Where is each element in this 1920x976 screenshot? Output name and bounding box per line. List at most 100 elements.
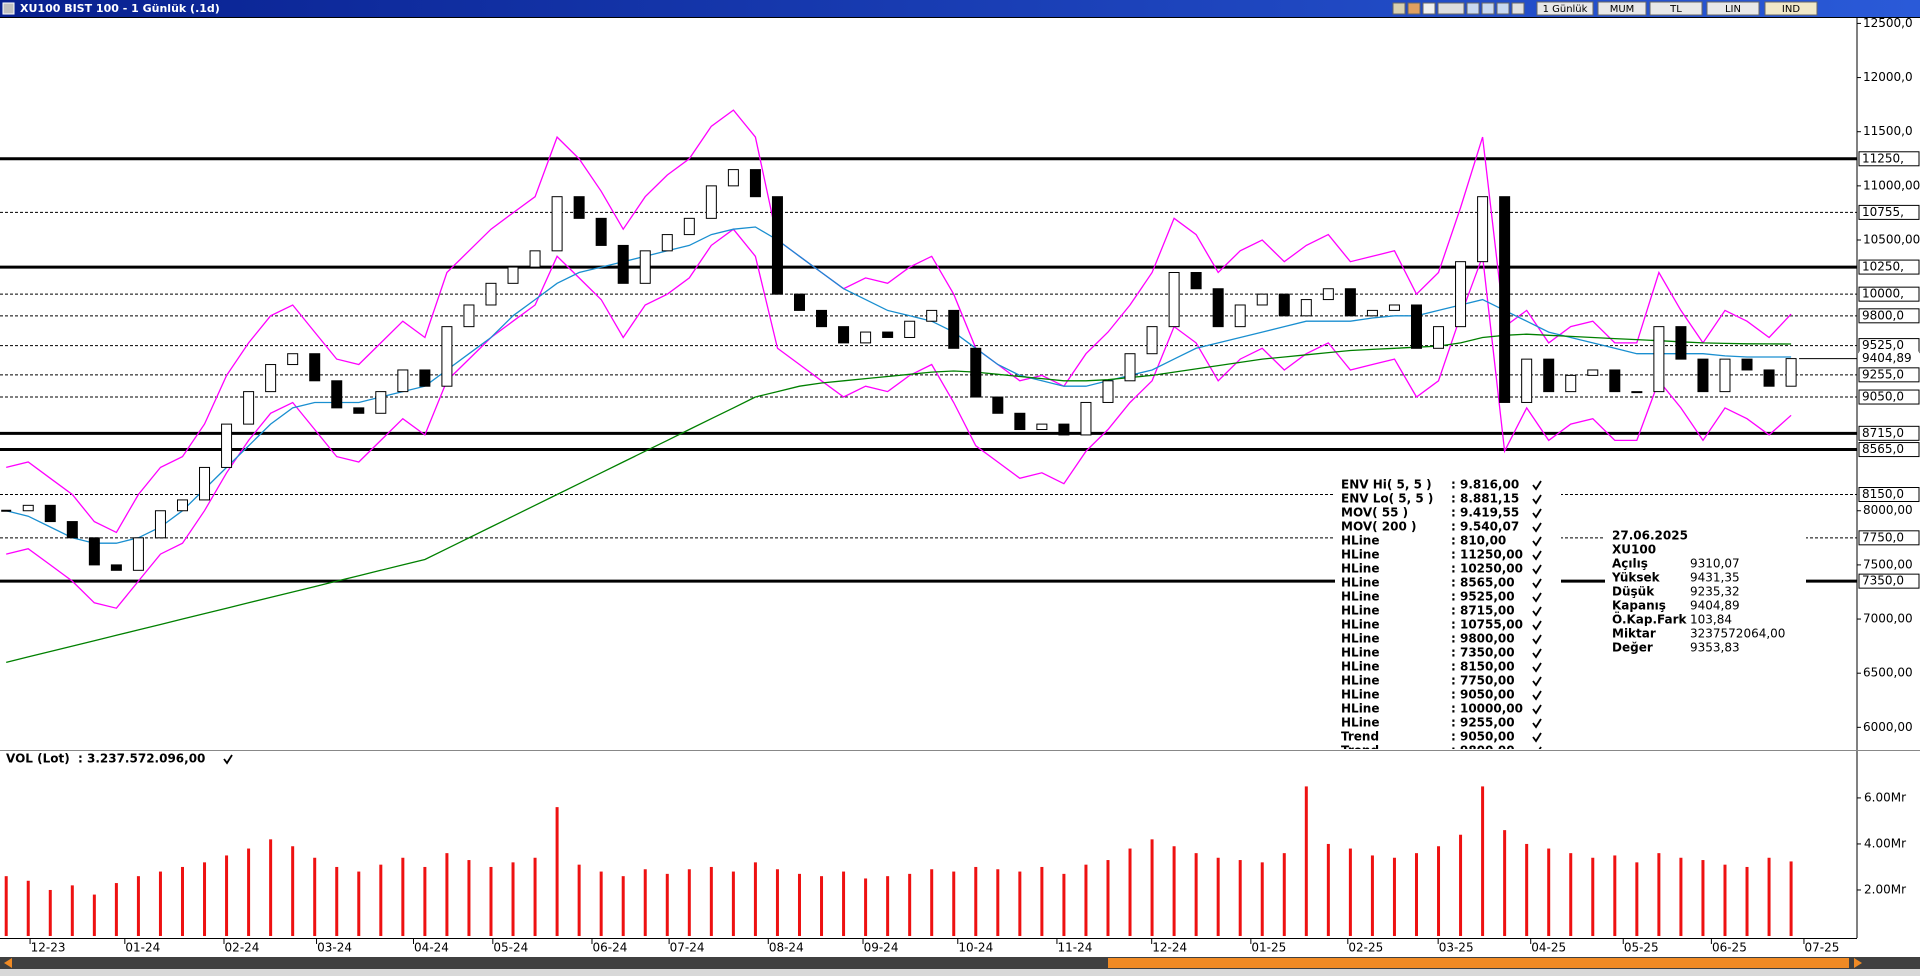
tool-icon[interactable] bbox=[1496, 2, 1510, 15]
legend-check bbox=[1532, 592, 1542, 603]
y-tick-label: 12000,0 bbox=[1863, 70, 1913, 84]
tool-icon[interactable] bbox=[1407, 2, 1421, 15]
button-label[interactable]: MUM bbox=[1610, 4, 1635, 15]
candle bbox=[397, 369, 409, 393]
toolbar-button[interactable]: TL bbox=[1649, 1, 1703, 16]
button-face[interactable] bbox=[1706, 1, 1760, 16]
hline-label-box bbox=[1858, 530, 1920, 546]
tool-icon[interactable] bbox=[1437, 2, 1465, 15]
scroll-left[interactable] bbox=[4, 958, 12, 968]
candle bbox=[1014, 412, 1026, 431]
scrollbar-thumb[interactable] bbox=[1108, 958, 1849, 968]
candle bbox=[551, 196, 563, 252]
toolbar-button[interactable]: 1 Günlük bbox=[1536, 1, 1594, 16]
y-tick-label: 6000,00 bbox=[1863, 720, 1913, 734]
hline-label: 7350,0 bbox=[1862, 574, 1904, 588]
legend-check bbox=[1532, 494, 1542, 505]
x-tick-label: 01-25 bbox=[1251, 941, 1286, 955]
volume-bar bbox=[1723, 864, 1727, 936]
info-value: 9404,89 bbox=[1690, 599, 1740, 613]
info-label: Düşük bbox=[1612, 585, 1655, 599]
legend-name: ENV Lo( 5, 5 ) bbox=[1341, 492, 1433, 506]
legend-name: HLine bbox=[1341, 632, 1379, 646]
candle bbox=[265, 364, 277, 393]
hline-label-box bbox=[1858, 487, 1920, 503]
candle bbox=[573, 196, 585, 219]
x-tick-label: 10-24 bbox=[958, 941, 993, 955]
volume-bar bbox=[158, 871, 162, 936]
legend-check bbox=[1532, 690, 1542, 701]
x-tick-label: 01-24 bbox=[125, 941, 160, 955]
volume-bar bbox=[1547, 848, 1551, 936]
button-label[interactable]: TL bbox=[1669, 4, 1682, 15]
candle bbox=[1190, 271, 1202, 290]
y-tick-label: 6.00Mr bbox=[1864, 790, 1906, 804]
info-symbol: XU100 bbox=[1612, 543, 1656, 557]
y-tick-label: 8000,00 bbox=[1863, 503, 1913, 517]
volume-bar bbox=[1172, 846, 1176, 936]
volume-bar bbox=[1216, 857, 1220, 936]
candle bbox=[617, 244, 629, 284]
toolbar-button[interactable]: LIN bbox=[1706, 1, 1760, 16]
volume-bar bbox=[114, 883, 118, 936]
candle bbox=[221, 423, 233, 468]
candle bbox=[1675, 326, 1687, 360]
close-button[interactable] bbox=[2, 2, 15, 15]
legend-check bbox=[1532, 508, 1542, 519]
button-label[interactable]: LIN bbox=[1725, 4, 1741, 15]
volume-bar bbox=[1414, 853, 1418, 936]
toolbar-button[interactable]: IND bbox=[1764, 1, 1818, 16]
info-label: Miktar bbox=[1612, 627, 1656, 641]
legend-name: HLine bbox=[1341, 646, 1379, 660]
button-label[interactable]: 1 Günlük bbox=[1543, 4, 1588, 15]
candle bbox=[970, 347, 982, 398]
tool-icon[interactable] bbox=[1481, 2, 1495, 15]
legend-check bbox=[1532, 550, 1542, 561]
volume-name: VOL (Lot) bbox=[6, 752, 70, 766]
legend: ENV Hi( 5, 5 ): 9.816,00 ENV Lo( 5, 5 ): … bbox=[1335, 478, 1806, 749]
legend-value: : 8150,00 bbox=[1451, 660, 1515, 674]
candle bbox=[926, 309, 938, 322]
volume-bar bbox=[423, 866, 427, 936]
legend-check bbox=[1532, 620, 1542, 631]
button-face[interactable] bbox=[1536, 1, 1594, 16]
candle bbox=[639, 250, 651, 284]
toolbar-button[interactable]: MUM bbox=[1597, 1, 1647, 16]
y-tick-label: 7500,00 bbox=[1863, 557, 1913, 571]
volume-bar bbox=[70, 885, 74, 936]
volume-bar bbox=[1679, 857, 1683, 936]
volume-bar bbox=[1591, 857, 1595, 936]
info-label: Yüksek bbox=[1611, 571, 1661, 585]
volume-bar bbox=[731, 871, 735, 936]
hline-label: 9800,0 bbox=[1862, 308, 1904, 322]
tool-icon[interactable] bbox=[1511, 2, 1525, 15]
hline-label-box bbox=[1858, 308, 1920, 324]
volume-bar bbox=[445, 853, 449, 936]
legend-name: HLine bbox=[1341, 604, 1379, 618]
legend-name: HLine bbox=[1341, 688, 1379, 702]
candle bbox=[463, 304, 475, 328]
x-tick-label: 06-24 bbox=[593, 941, 628, 955]
x-tick-label: 02-25 bbox=[1348, 941, 1383, 955]
candle bbox=[992, 396, 1004, 414]
candle bbox=[1080, 401, 1092, 436]
volume-bar bbox=[533, 857, 537, 936]
x-tick-label: 05-25 bbox=[1624, 941, 1659, 955]
button-face[interactable] bbox=[1649, 1, 1703, 16]
button-face[interactable] bbox=[1764, 1, 1818, 16]
hline-label: 9525,0 bbox=[1862, 338, 1904, 352]
tool-icon[interactable] bbox=[1392, 2, 1406, 15]
button-face[interactable] bbox=[1597, 1, 1647, 16]
tool-icon[interactable] bbox=[1422, 2, 1436, 15]
scroll-right[interactable] bbox=[1854, 958, 1862, 968]
legend-value: : 11250,00 bbox=[1451, 548, 1523, 562]
candle bbox=[1410, 304, 1422, 349]
hline-label: 9255,0 bbox=[1862, 367, 1904, 381]
candle bbox=[1785, 358, 1797, 387]
legend-value: : 10755,00 bbox=[1451, 618, 1523, 632]
volume-bar bbox=[996, 869, 1000, 936]
tool-icon[interactable] bbox=[1466, 2, 1480, 15]
button-label[interactable]: IND bbox=[1782, 4, 1800, 15]
